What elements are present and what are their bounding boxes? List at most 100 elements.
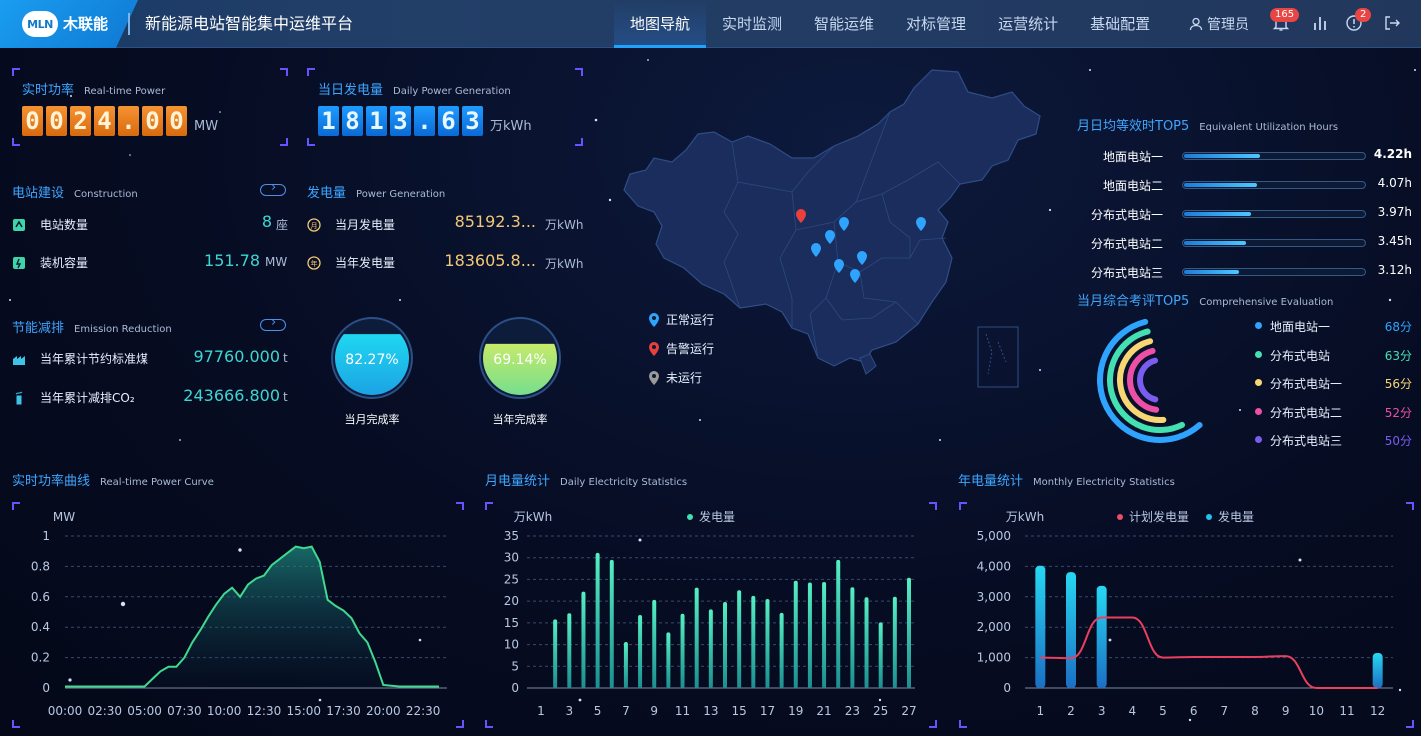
- daily-generation-digits: 1 8 1 3 . 6 3 万kWh: [318, 106, 532, 136]
- user-menu[interactable]: 管理员: [1189, 14, 1249, 34]
- bar: [652, 599, 657, 688]
- monthly-generation-value: 85192.3...: [454, 212, 536, 231]
- alarm-count-badge: 165: [1270, 8, 1300, 22]
- capacity-row: 装机容量: [12, 254, 88, 271]
- daily-stats-title: 月电量统计 Daily Electricity Statistics: [485, 474, 688, 489]
- tick-label: 07:30: [167, 704, 202, 718]
- user-name: 管理员: [1207, 17, 1249, 33]
- digit: 2: [70, 106, 91, 136]
- year-completion-gauge: 69.14%: [479, 317, 561, 399]
- tick-label: 23: [845, 704, 860, 718]
- top5-hours-row: 分布式电站三 3.12h: [1085, 263, 1415, 280]
- legend-dot: [1255, 350, 1262, 358]
- alert-circle-icon[interactable]: [1345, 14, 1363, 32]
- capacity-label: 装机容量: [40, 256, 89, 270]
- bar-chart-icon[interactable]: [1311, 14, 1329, 32]
- legend-normal[interactable]: 正常运行: [648, 311, 714, 328]
- station-count-value: 8: [261, 212, 272, 231]
- y-axis-label: 万kWh: [514, 510, 552, 524]
- legend-label: 计划发电量: [1129, 509, 1189, 524]
- bar: [836, 559, 841, 688]
- nav-monitor[interactable]: 实时监测: [722, 15, 783, 33]
- station-name: 地面电站一: [1270, 320, 1331, 334]
- nav-smart-ops[interactable]: 智能运维: [814, 15, 875, 33]
- hours-value: 3.12h: [1377, 263, 1412, 277]
- plan-line: [1040, 616, 1378, 689]
- tick-label: 02:30: [87, 704, 122, 718]
- logo-badge: MLN: [22, 11, 58, 37]
- bar: [1066, 572, 1076, 688]
- tick-label: 10: [504, 638, 519, 652]
- china-map[interactable]: [620, 62, 1060, 397]
- bar: [907, 577, 911, 688]
- yearly-generation-row: 年 当年发电量: [307, 254, 395, 271]
- tick-label: 30: [504, 551, 519, 565]
- monthly-generation-label: 当月发电量: [335, 218, 396, 232]
- user-icon: [1189, 17, 1203, 31]
- station-name: 分布式电站三: [1090, 266, 1163, 280]
- tick-label: 27: [901, 704, 916, 718]
- tick-label: 15: [504, 616, 519, 630]
- tick-label: 35: [504, 529, 519, 543]
- coal-saved-label: 当年累计节约标准煤: [40, 352, 149, 366]
- digit-decimal-point: .: [414, 106, 435, 136]
- tick-label: 11: [675, 704, 690, 718]
- nav-map[interactable]: 地图导航: [614, 0, 707, 48]
- emission-expand-button[interactable]: [260, 315, 286, 331]
- tick-label: 3,000: [977, 590, 1011, 604]
- legend-label: 发电量: [1218, 509, 1254, 524]
- score-value: 68分: [1384, 320, 1412, 334]
- top5-hours-title: 月日均等效时TOP5 Equivalent Utilization Hours: [1077, 119, 1339, 134]
- realtime-power-digits: 0 0 2 4 . 0 0 MW: [22, 106, 218, 136]
- score-value: 50分: [1384, 434, 1412, 448]
- legend-dot: [1117, 514, 1123, 520]
- tick-label: 25: [873, 704, 888, 718]
- co2-reduced-label: 当年累计减排CO₂: [40, 391, 135, 405]
- digit: 3: [390, 106, 411, 136]
- bar: [694, 587, 699, 688]
- monthly-generation-unit: 万kWh: [545, 218, 584, 232]
- tick-label: 17: [760, 704, 775, 718]
- station-name: 分布式电站: [1270, 348, 1331, 363]
- tick-label: 5: [511, 659, 519, 673]
- normal-marker-icon: [839, 217, 849, 231]
- bar: [666, 632, 671, 688]
- tick-label: 1: [537, 704, 545, 718]
- chimney-icon: [15, 391, 23, 404]
- progress-track: [1182, 268, 1366, 276]
- tick-label: 11: [1339, 704, 1354, 718]
- tick-label: 0.4: [31, 620, 50, 634]
- bar: [680, 613, 685, 688]
- monthly-stats-frame: [959, 502, 1414, 728]
- realtime-power-frame: [12, 68, 288, 146]
- digit: 0: [166, 106, 187, 136]
- evaluation-ring-chart: [1097, 318, 1203, 443]
- tick-label: 7: [1221, 704, 1229, 718]
- legend-alarm[interactable]: 告警运行: [648, 340, 714, 357]
- nav-benchmark[interactable]: 对标管理: [906, 15, 967, 33]
- capacity-icon: [13, 256, 25, 269]
- tick-label: 1,000: [977, 651, 1011, 665]
- tick-label: 4,000: [977, 559, 1011, 573]
- normal-marker-icon: [825, 230, 835, 244]
- legend-offline[interactable]: 未运行: [648, 369, 702, 386]
- top5-hours-row: 分布式电站一 3.97h: [1085, 205, 1415, 222]
- normal-marker-icon: [916, 217, 926, 231]
- tick-label: 10: [1309, 704, 1324, 718]
- logout-icon[interactable]: [1383, 14, 1401, 32]
- nav-statistics[interactable]: 运营统计: [998, 15, 1059, 33]
- factory-icon: [13, 355, 25, 365]
- yearly-generation-unit: 万kWh: [545, 257, 584, 271]
- tick-label: 19: [788, 704, 803, 718]
- tick-label: 10:00: [207, 704, 242, 718]
- bar: [765, 598, 770, 688]
- power-curve-frame: [12, 502, 464, 728]
- nav-config[interactable]: 基础配置: [1090, 15, 1151, 33]
- svg-text:月: 月: [311, 222, 318, 230]
- tick-label: 8: [1251, 704, 1259, 718]
- tick-label: 3: [565, 704, 573, 718]
- app-title: 新能源电站智能集中运维平台: [128, 13, 353, 35]
- construction-expand-button[interactable]: [260, 180, 286, 196]
- tick-label: 1: [42, 529, 50, 543]
- progress-track: [1182, 210, 1366, 218]
